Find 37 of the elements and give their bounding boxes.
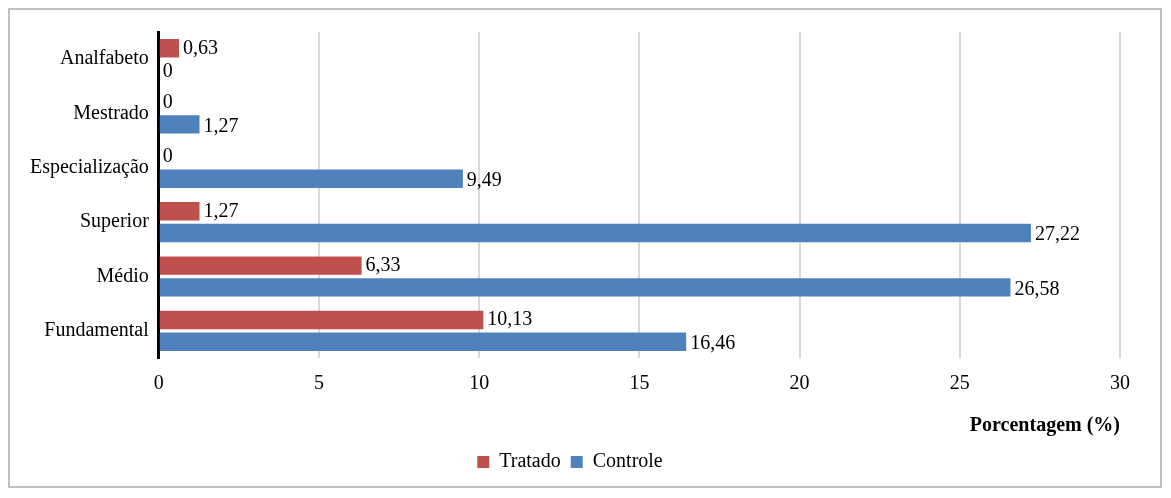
data-label: 26,58	[1014, 276, 1060, 299]
data-label: 27,22	[1034, 222, 1080, 245]
y-tick-label: Analfabeto	[59, 46, 149, 69]
data-label: 0	[162, 89, 173, 112]
data-label: 9,49	[466, 167, 502, 190]
bar	[159, 169, 463, 188]
y-tick-label: Médio	[96, 263, 149, 286]
legend-label: Tratado	[499, 449, 561, 472]
bar	[159, 278, 1011, 297]
bar	[159, 310, 484, 330]
data-label: 16,46	[690, 330, 736, 353]
y-tick-label: Fundamental	[44, 318, 150, 341]
y-tick-label: Especialização	[30, 155, 149, 179]
data-label: 1,27	[203, 113, 239, 136]
data-label: 0	[162, 59, 173, 82]
x-axis-title: Porcentagem (%)	[969, 413, 1120, 437]
x-tick-label: 20	[789, 371, 810, 394]
y-tick-label: Superior	[79, 209, 150, 233]
x-tick-label: 15	[629, 371, 650, 394]
data-label: 0,63	[182, 35, 218, 58]
bar	[159, 332, 687, 351]
data-label: 1,27	[203, 198, 239, 221]
x-tick-label: 30	[1110, 371, 1130, 394]
bar	[159, 223, 1031, 243]
y-tick-label: Mestrado	[73, 100, 149, 123]
bar	[159, 202, 200, 221]
data-label: 0	[162, 144, 173, 167]
x-tick-label: 25	[949, 371, 970, 394]
bar	[159, 115, 200, 134]
bar	[159, 256, 362, 275]
x-tick-label: 0	[153, 371, 164, 394]
bar	[159, 39, 179, 58]
x-tick-label: 10	[469, 371, 490, 394]
data-label: 10,13	[487, 307, 533, 330]
data-label: 6,33	[365, 252, 401, 275]
legend-label: Controle	[592, 449, 663, 472]
x-tick-label: 5	[314, 371, 325, 394]
